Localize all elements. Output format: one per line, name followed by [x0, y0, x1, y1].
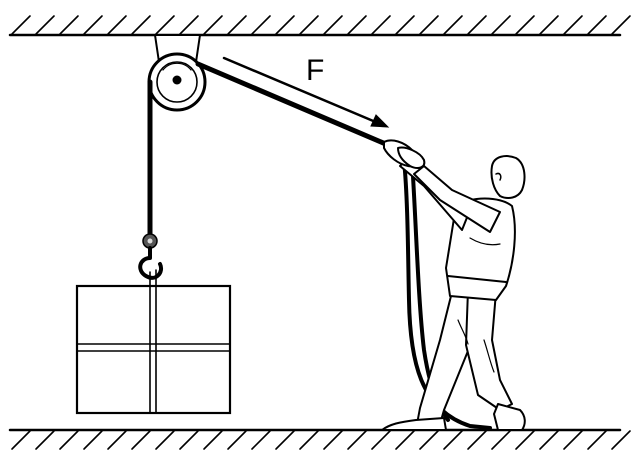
- hatch-mark: [83, 15, 103, 35]
- hatch-mark: [155, 430, 175, 450]
- box: [75, 269, 232, 415]
- hatch-mark: [467, 15, 487, 35]
- hatch-mark: [35, 430, 55, 450]
- hatch-mark: [59, 15, 79, 35]
- hatch-mark: [563, 15, 583, 35]
- hatch-mark: [131, 15, 151, 35]
- hatch-mark: [395, 430, 415, 450]
- hatch-mark: [515, 430, 535, 450]
- hatch-mark: [419, 15, 439, 35]
- hatch-mark: [563, 430, 583, 450]
- hatch-mark: [539, 430, 559, 450]
- hatch-mark: [491, 15, 511, 35]
- hatch-mark: [539, 15, 559, 35]
- hatch-mark: [299, 15, 319, 35]
- hatch-mark: [107, 430, 127, 450]
- hatch-mark: [203, 430, 223, 450]
- hatch-mark: [155, 15, 175, 35]
- hatch-mark: [59, 430, 79, 450]
- hatch-mark: [323, 15, 343, 35]
- hatch-mark: [323, 430, 343, 450]
- hatch-mark: [467, 430, 487, 450]
- hatch-mark: [299, 430, 319, 450]
- hatch-mark: [371, 15, 391, 35]
- rope-pull: [195, 61, 391, 148]
- hatch-mark: [419, 430, 439, 450]
- hatch-mark: [515, 15, 535, 35]
- hatch-mark: [443, 430, 463, 450]
- hatch-mark: [251, 430, 271, 450]
- hatch-mark: [443, 15, 463, 35]
- hatch-mark: [179, 15, 199, 35]
- hatch-mark: [371, 430, 391, 450]
- hatch-mark: [35, 15, 55, 35]
- hatch-mark: [179, 430, 199, 450]
- hatch-mark: [11, 15, 31, 35]
- hatch-mark: [227, 15, 247, 35]
- hatch-mark: [83, 430, 103, 450]
- hatch-mark: [347, 15, 367, 35]
- hatch-mark: [587, 15, 607, 35]
- hatch-mark: [395, 15, 415, 35]
- hatch-mark: [611, 430, 631, 450]
- hatch-mark: [107, 15, 127, 35]
- hatch-mark: [611, 15, 631, 35]
- force-label: F: [306, 54, 324, 87]
- pulley: [147, 34, 207, 112]
- floor: [8, 428, 631, 450]
- force-arrow: [222, 56, 390, 128]
- hatch-mark: [131, 430, 151, 450]
- hatch-mark: [251, 15, 271, 35]
- hook: [138, 233, 163, 280]
- hatch-mark: [203, 15, 223, 35]
- hatch-mark: [11, 430, 31, 450]
- man: [381, 139, 526, 431]
- ceiling: [8, 15, 631, 37]
- hatch-mark: [275, 430, 295, 450]
- hatch-mark: [347, 430, 367, 450]
- hatch-mark: [587, 430, 607, 450]
- hatch-mark: [275, 15, 295, 35]
- hatch-mark: [491, 430, 511, 450]
- hatch-mark: [227, 430, 247, 450]
- pulley-axle: [172, 75, 182, 85]
